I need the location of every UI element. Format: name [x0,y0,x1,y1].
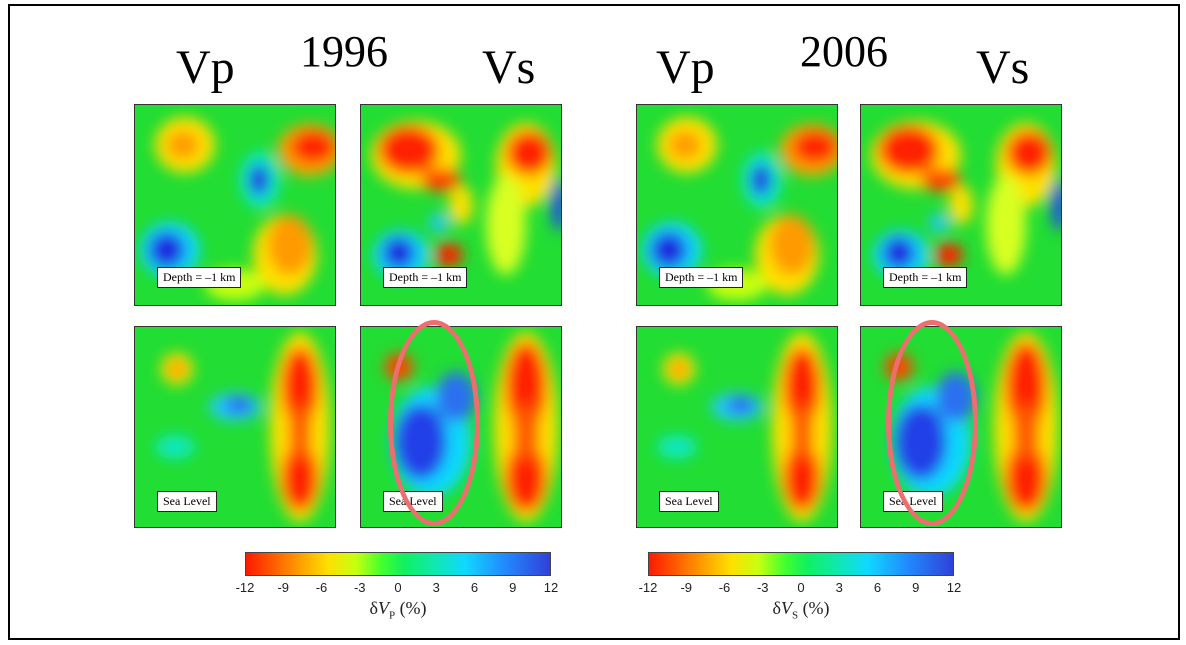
highlight-ellipse [388,320,480,526]
colorbar-tick: -3 [756,580,769,595]
heading-vs-1996: Vs [482,41,536,94]
colorbar-tick: 12 [946,580,962,595]
colorbar-tick: 6 [470,580,479,595]
highlight-ellipse [886,320,978,526]
colorbar-gradient [245,552,551,576]
heading-vp-1996: Vp [176,41,235,94]
figure-frame [8,4,1180,640]
colorbar-tick: 6 [873,580,882,595]
colorbar-tick: 3 [835,580,843,595]
colorbar-title: δVP (%) [369,598,427,622]
colorbar-tick: -3 [353,580,366,595]
panel-label-depth: Depth = –1 km [157,267,242,288]
colorbar-tick: 3 [432,580,440,595]
colorbar-tick: -12 [638,580,658,595]
colorbar-tick: -9 [277,580,290,595]
colorbar-tick: 12 [543,580,559,595]
colorbar-tick: 9 [912,580,920,595]
panel-vs-depth-1996: Depth = –1 km [360,104,562,306]
heading-vs-2006: Vs [976,41,1030,94]
panel-vp-sea-2006: Sea Level [636,326,838,528]
panel-label-depth: Depth = –1 km [659,267,744,288]
colorbar-tick: -9 [680,580,693,595]
panel-label-depth: Depth = –1 km [883,267,968,288]
panel-label-sea-level: Sea Level [659,491,719,512]
panel-vs-depth-2006: Depth = –1 km [860,104,1062,306]
colorbar-ticks: -12 -9 -6 -3 0 3 6 9 12 [639,576,962,596]
heading-year-1996: 1996 [300,27,388,76]
colorbar-tick: -12 [235,580,255,595]
panel-label-depth: Depth = –1 km [383,267,468,288]
colorbar-vp: -12 -9 -6 -3 0 3 6 9 12 δVP (%) [236,552,559,632]
panel-vp-depth-1996: Depth = –1 km [134,104,336,306]
colorbar-vs: -12 -9 -6 -3 0 3 6 9 12 δVS (%) [639,552,962,632]
colorbar-tick: 0 [394,580,402,595]
heading-vp-2006: Vp [656,41,715,94]
colorbar-ticks: -12 -9 -6 -3 0 3 6 9 12 [236,576,559,596]
colorbar-title: δVS (%) [772,598,830,622]
colorbar-tick: 9 [509,580,517,595]
colorbar-tick: 0 [797,580,805,595]
panel-vp-sea-1996: Sea Level [134,326,336,528]
panel-label-sea-level: Sea Level [157,491,217,512]
panel-vp-depth-2006: Depth = –1 km [636,104,838,306]
colorbar-gradient [648,552,954,576]
colorbar-tick: -6 [718,580,731,595]
heading-year-2006: 2006 [800,27,888,76]
colorbar-tick: -6 [315,580,328,595]
